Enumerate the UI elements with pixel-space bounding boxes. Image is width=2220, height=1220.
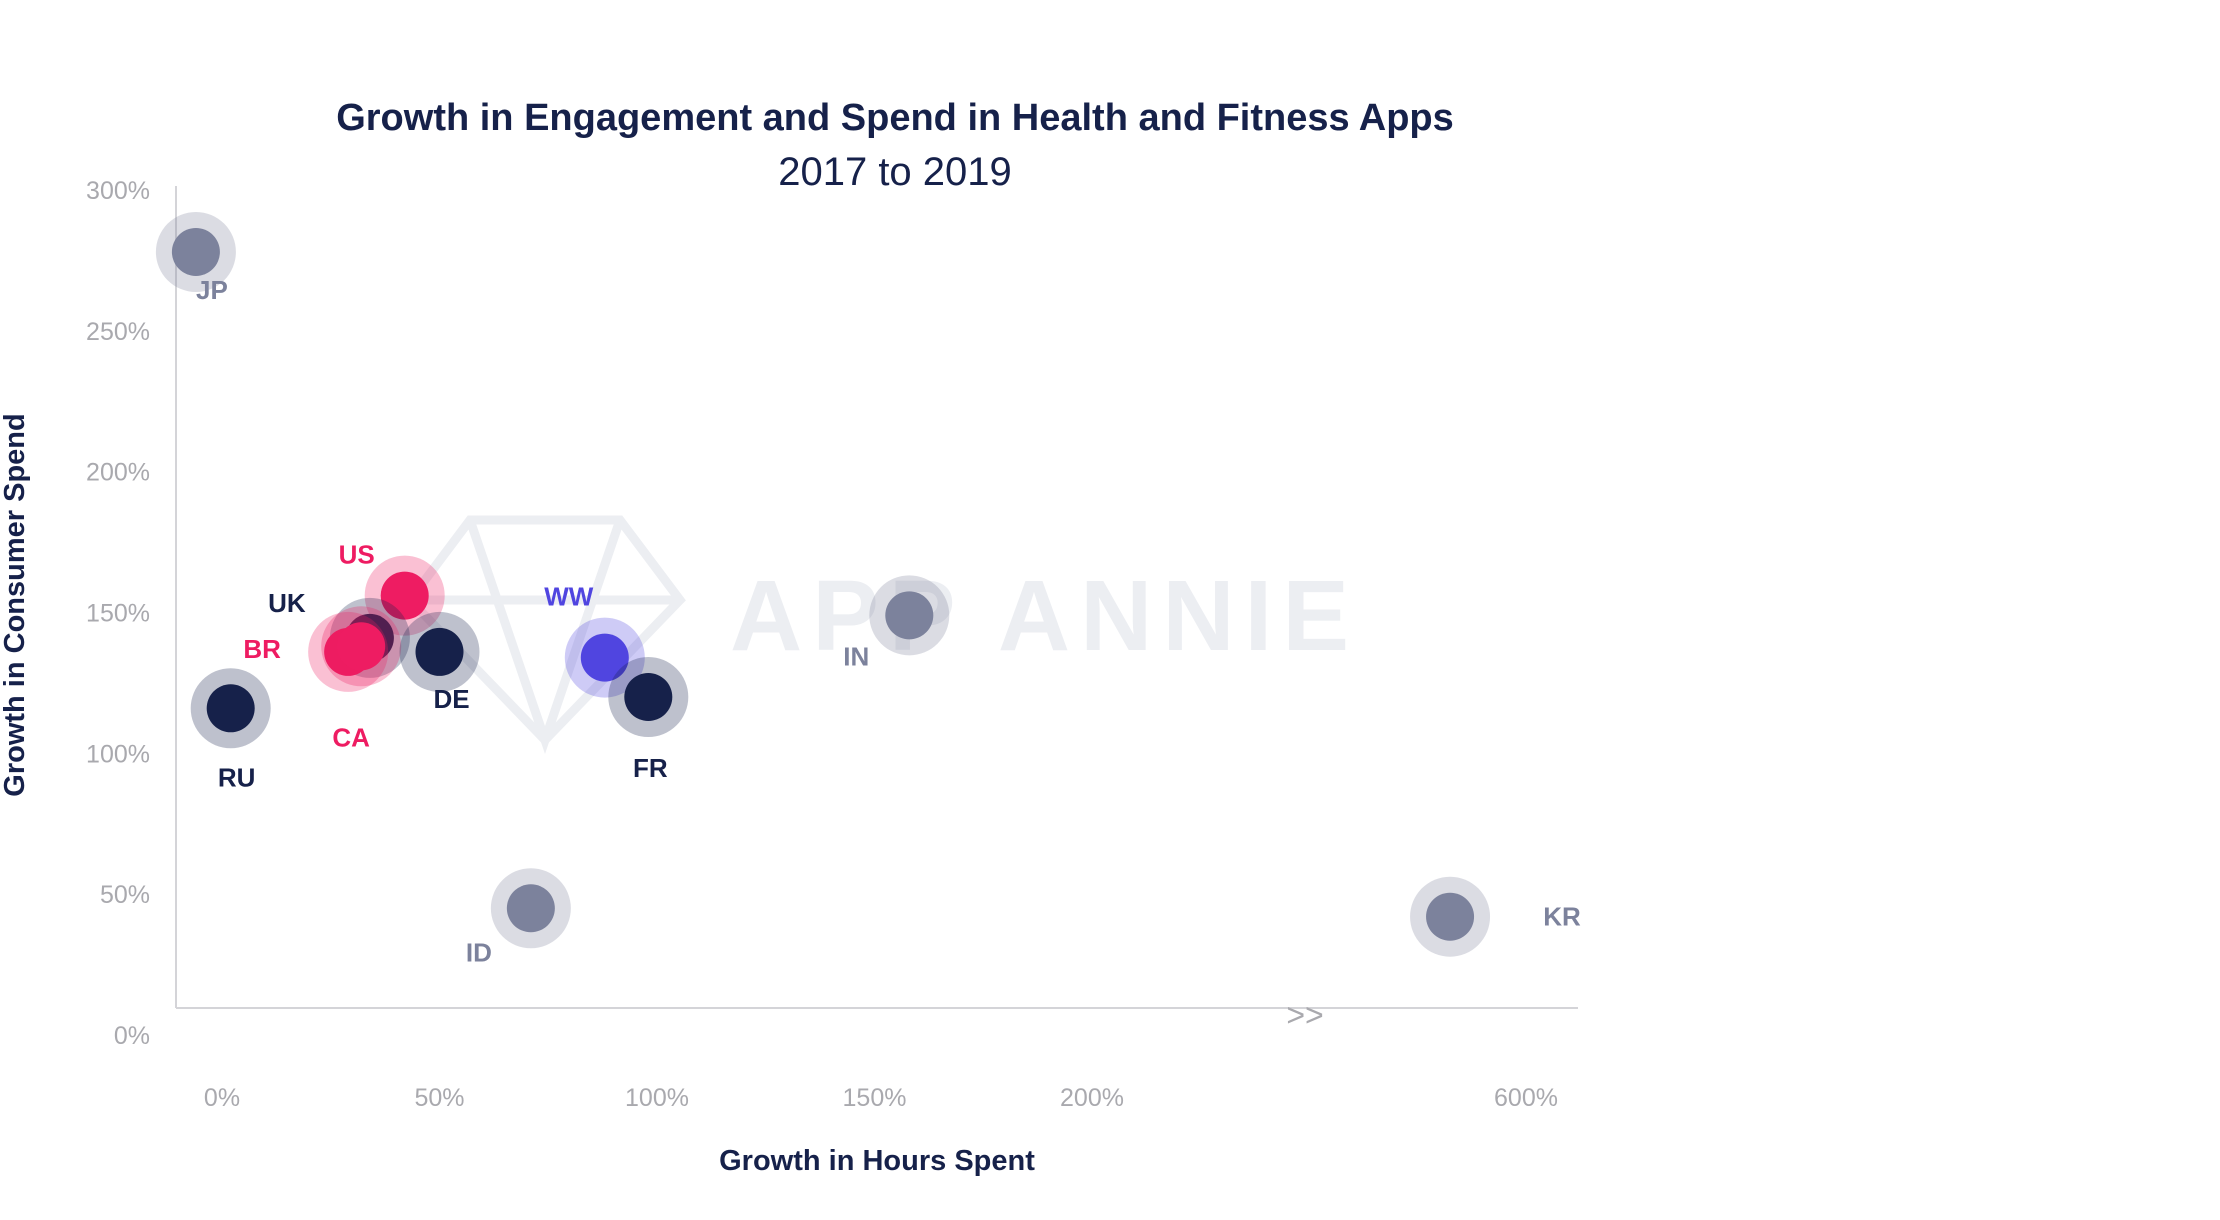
y-tick-label: 150% [86,600,150,628]
data-point-dot [380,571,429,620]
y-tick-labels: 0% 50% 100% 150% 200% 250% 300% [86,177,150,1050]
watermark: APP ANNIE [404,515,1359,754]
point-label-id: ID [466,937,492,967]
y-tick-label: 100% [86,740,150,768]
point-label-ww: WW [544,582,594,612]
data-point-dot [580,633,629,682]
data-point-dot [206,684,255,733]
x-tick-labels: 0% 50% 100% 150% 200% 600% [204,1084,1558,1112]
data-point-ww [564,617,645,698]
data-point-us [364,555,445,636]
point-label-br: BR [243,634,281,664]
chart-subtitle: 2017 to 2019 [778,150,1012,194]
data-point-dot [624,673,673,721]
data-point-dot [415,627,464,676]
watermark-text: APP ANNIE [730,560,1359,672]
data-point-ru [190,668,271,749]
data-point-de [399,611,480,692]
point-label-ru: RU [218,762,256,792]
y-tick-label: 200% [86,459,150,487]
x-tick-label: 200% [1060,1084,1124,1112]
data-point-fr [608,657,689,737]
x-tick-label: 50% [414,1084,464,1112]
point-label-uk: UK [268,588,306,618]
x-axis-label: Growth in Hours Spent [719,1145,1035,1177]
point-label-kr: KR [1543,902,1581,932]
y-tick-label: 300% [86,177,150,205]
data-point-jp [155,211,236,292]
data-point-ca [321,606,402,687]
data-point-dot [171,227,220,276]
x-tick-label: 150% [843,1084,907,1112]
point-label-de: DE [433,684,469,714]
y-tick-label: 50% [100,881,150,909]
point-label-fr: FR [633,753,668,783]
data-point-dot [506,884,555,933]
point-label-us: US [339,540,375,570]
point-labels: JP US UK BR CA DE WW FR RU IN ID KR [196,275,1581,967]
point-label-in: IN [843,641,869,671]
x-tick-label: 600% [1494,1084,1558,1112]
y-tick-label: 250% [86,318,150,346]
data-point-in [869,575,950,656]
point-label-jp: JP [196,275,228,305]
data-point-dot [1426,892,1475,941]
data-point-dot [337,622,386,671]
chart-title: Growth in Engagement and Spend in Health… [336,97,1454,139]
x-tick-label: 0% [204,1084,240,1112]
axis-break-marker: >> [1286,997,1323,1033]
data-point-kr [1410,876,1491,957]
data-point-dot [885,591,934,640]
data-points [155,211,1491,957]
x-tick-label: 100% [625,1084,689,1112]
data-point-id [490,868,571,949]
point-label-ca: CA [332,722,370,752]
y-axis-label: Growth in Consumer Spend [0,413,31,796]
y-tick-label: 0% [114,1022,150,1050]
